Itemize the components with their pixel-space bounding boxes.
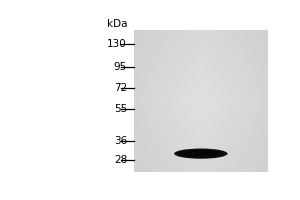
Text: kDa: kDa: [106, 19, 127, 29]
Text: 72: 72: [114, 83, 127, 93]
Text: 28: 28: [114, 155, 127, 165]
Text: 55: 55: [114, 104, 127, 114]
Text: 95: 95: [114, 62, 127, 72]
Text: 130: 130: [107, 39, 127, 49]
Text: 36: 36: [114, 136, 127, 146]
